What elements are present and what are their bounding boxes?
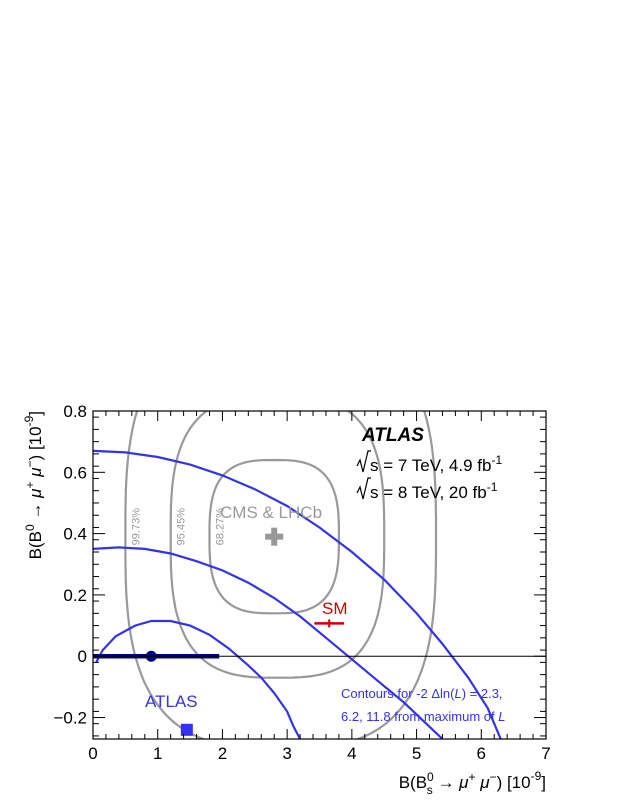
contour-legend-line-1: Contours for -2 Δln(L) = 2.3, (341, 686, 503, 701)
x-axis-title: B(B0 s → μ+ μ−) [10-9] (399, 769, 546, 797)
atlas-contours (93, 449, 502, 739)
cms-contour-label: 95.45% (176, 508, 188, 546)
x-tick-label: 1 (153, 744, 162, 763)
x-tick-label: 3 (282, 744, 291, 763)
sqrt-sign-icon (356, 450, 371, 473)
plot-frame (92, 410, 547, 740)
x-tick-label: 6 (477, 744, 486, 763)
x-tick-label: 7 (541, 744, 550, 763)
atlas-contour-6.2 (93, 546, 444, 739)
cms-contour-68.27% (208, 458, 340, 615)
cms-lhcb-label: CMS & LHCb (220, 503, 322, 522)
x-tick-label: 2 (218, 744, 227, 763)
y-tick-label: 0.8 (63, 402, 87, 421)
cms-contour-95.45% (169, 411, 386, 679)
contour-legend-line-2: 6.2, 11.8 from maximum of L (341, 709, 506, 724)
y-tick-label: −0.2 (53, 709, 87, 728)
energy-line-2: s = 8 TeV, 20 fb-1 (356, 477, 498, 502)
x-tick-label: 4 (347, 744, 356, 763)
y-tick-label: 0.6 (63, 463, 87, 482)
atlas-contour-2.3 (95, 619, 302, 739)
atlas-best-fit-marker (180, 723, 193, 736)
cms-lhcb-contours: 68.27% 95.45% 99.73% (124, 411, 438, 739)
cms-contour-99.73% (124, 411, 438, 739)
y-tick-label: 0.4 (63, 525, 87, 544)
svg-text:s = 8 TeV, 20 fb-1: s = 8 TeV, 20 fb-1 (370, 480, 498, 502)
x-tick-label: 0 (88, 744, 97, 763)
y-tick-label: 0 (78, 647, 87, 666)
sqrt-sign-icon (356, 477, 371, 500)
svg-text:s = 7 TeV, 4.9 fb-1: s = 7 TeV, 4.9 fb-1 (370, 453, 502, 475)
axis-ticks: 0 1 2 3 4 5 6 7−0.200.20.40.60.8 (53, 402, 550, 763)
cms-best-fit-marker-v (271, 527, 278, 546)
y-tick-label: 0.2 (63, 586, 87, 605)
atlas-contour-11.8 (93, 449, 502, 739)
y-axis-title: B(B0 → μ+ μ−) [10-9] (22, 411, 45, 559)
cms-contour-label: 99.73% (130, 508, 142, 546)
sm-label: SM (322, 599, 348, 618)
atlas-label: ATLAS (145, 692, 198, 711)
energy-line-1: s = 7 TeV, 4.9 fb-1 (356, 450, 502, 475)
x-tick-label: 5 (412, 744, 421, 763)
cms-contour-label: 68.27% (214, 508, 226, 546)
experiment-label: ATLAS (361, 425, 424, 446)
